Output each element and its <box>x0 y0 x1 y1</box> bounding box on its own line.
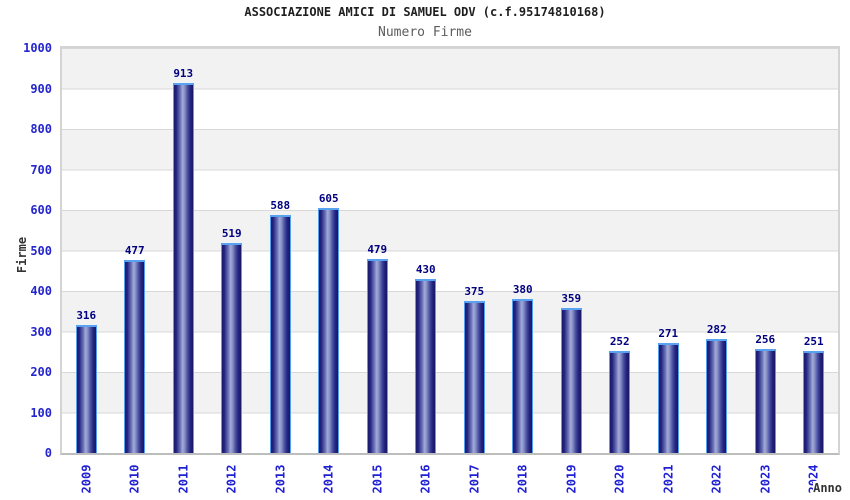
bar-2020 <box>609 351 631 453</box>
x-tick-label-text: 2013 <box>273 464 288 494</box>
bar-value-2009: 316 <box>76 309 97 322</box>
y-tick-1000: 1000 <box>23 41 52 55</box>
x-tick-2013: 2013 <box>271 459 289 499</box>
bar-2021 <box>657 343 679 453</box>
bar-2022 <box>706 339 728 453</box>
x-tick-2010: 2010 <box>126 459 144 499</box>
x-tick-label-text: 2009 <box>79 464 94 494</box>
bar-2018 <box>512 299 534 453</box>
bar-value-2021: 271 <box>658 327 679 340</box>
bar-value-2014: 605 <box>318 192 339 205</box>
x-tick-2023: 2023 <box>756 459 774 499</box>
x-tick-label-text: 2018 <box>515 464 530 494</box>
x-tick-2018: 2018 <box>514 459 532 499</box>
bar-value-2022: 282 <box>706 323 727 336</box>
x-tick-label-text: 2023 <box>758 464 773 494</box>
y-tick-500: 500 <box>30 243 52 258</box>
y-tick-300: 300 <box>30 324 52 339</box>
y-tick-900: 900 <box>30 81 52 96</box>
bar-2009 <box>75 325 97 453</box>
bar-value-2017: 375 <box>464 285 485 298</box>
bar-value-2012: 519 <box>221 227 242 240</box>
y-tick-600: 600 <box>30 203 52 217</box>
bar-2015 <box>366 259 388 453</box>
bar-value-2024: 251 <box>803 335 824 348</box>
x-tick-label-text: 2010 <box>127 464 142 494</box>
bar-value-2010: 477 <box>124 244 145 257</box>
x-tick-2014: 2014 <box>320 459 338 499</box>
x-tick-label-text: 2014 <box>321 464 336 494</box>
bar-value-2023: 256 <box>755 333 776 346</box>
x-tick-label-text: 2020 <box>612 464 627 494</box>
bar-value-2013: 588 <box>270 199 291 212</box>
x-tick-label-text: 2016 <box>418 464 433 494</box>
x-tick-2021: 2021 <box>659 459 677 499</box>
bar-value-2015: 479 <box>367 243 388 256</box>
bar-2019 <box>560 308 582 453</box>
y-tick-400: 400 <box>30 284 52 298</box>
y-tick-700: 700 <box>30 162 52 177</box>
bar-2024 <box>803 351 825 453</box>
x-tick-label-text: 2011 <box>176 464 191 494</box>
x-tick-label-text: 2022 <box>709 464 724 494</box>
chart-subtitle: Numero Firme <box>378 25 472 40</box>
x-tick-2019: 2019 <box>562 459 580 499</box>
x-tick-2020: 2020 <box>611 459 629 499</box>
x-tick-label-text: 2019 <box>564 464 579 494</box>
bar-2017 <box>463 301 485 453</box>
x-tick-label-text: 2021 <box>661 464 676 494</box>
x-tick-2011: 2011 <box>174 459 192 499</box>
bar-2014 <box>318 208 340 453</box>
y-tick-800: 800 <box>30 122 52 136</box>
x-tick-label-text: 2017 <box>467 464 482 494</box>
x-tick-2009: 2009 <box>77 459 95 499</box>
chart-title: ASSOCIAZIONE AMICI DI SAMUEL ODV (c.f.95… <box>244 5 606 19</box>
y-tick-200: 200 <box>30 365 52 379</box>
x-tick-label-text: 2012 <box>224 464 239 494</box>
x-axis-title: Anno <box>813 481 842 495</box>
x-tick-2016: 2016 <box>417 459 435 499</box>
bar-2012 <box>221 243 243 453</box>
x-tick-2015: 2015 <box>368 459 386 499</box>
bar-value-2020: 252 <box>609 335 630 348</box>
x-tick-2022: 2022 <box>708 459 726 499</box>
x-tick-label-text: 2015 <box>370 464 385 494</box>
y-tick-100: 100 <box>30 405 52 420</box>
bar-value-2011: 913 <box>173 67 194 80</box>
plot-area: 316 477 913 519 588 605 479 430 375 380 359 252 271 2… <box>60 46 840 455</box>
bar-value-2019: 359 <box>561 292 582 305</box>
bar-2016 <box>415 279 437 453</box>
x-tick-2012: 2012 <box>223 459 241 499</box>
bar-2011 <box>172 83 194 453</box>
bar-value-2016: 430 <box>415 263 436 276</box>
y-tick-0: 0 <box>44 446 52 460</box>
bar-2010 <box>124 260 146 453</box>
bar-2013 <box>269 215 291 453</box>
x-tick-2017: 2017 <box>465 459 483 499</box>
bar-value-2018: 380 <box>512 283 533 296</box>
bar-2023 <box>754 349 776 453</box>
